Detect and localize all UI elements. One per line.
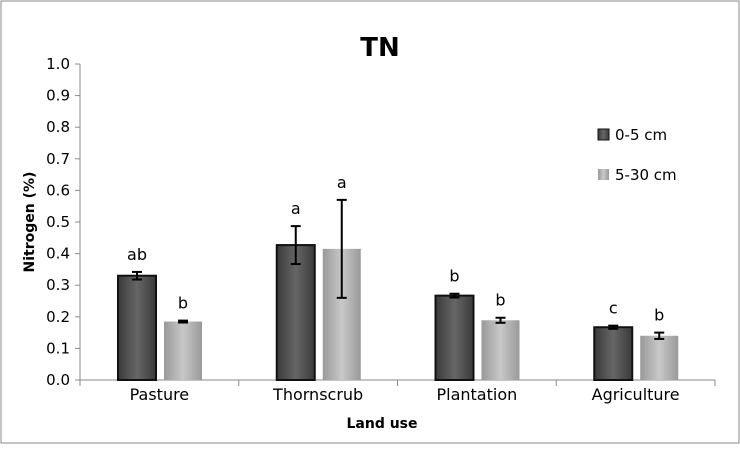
legend-label: 0-5 cm [615,126,667,144]
chart-title: TN [360,33,400,63]
y-tick-label: 1.0 [46,55,70,73]
bar [593,326,634,381]
significance-letter: b [654,306,664,325]
bar [640,335,679,380]
legend-swatch [598,169,609,180]
y-tick-label: 0.9 [46,87,70,105]
y-axis-label: Nitrogen (%) [22,172,38,273]
y-tick-label: 0.6 [46,181,70,199]
x-tick-label: Agriculture [592,385,680,404]
bar [481,320,520,380]
y-tick-label: 0.2 [46,308,70,326]
significance-letter: b [495,291,505,310]
bar [164,321,202,380]
significance-letter: b [178,294,188,313]
significance-letter: b [449,267,459,286]
bar [434,294,475,381]
y-tick-label: 0.0 [46,371,70,389]
x-axis-label: Land use [346,416,417,432]
legend-label: 5-30 cm [615,166,677,184]
significance-letter: a [337,173,347,192]
legend-swatch [597,128,610,141]
bar [275,244,316,381]
bar [117,274,157,381]
y-tick-label: 0.8 [46,118,70,136]
significance-letter: ab [127,245,147,264]
y-tick-label: 0.4 [46,245,70,263]
y-tick-label: 0.7 [46,150,70,168]
x-tick-label: Plantation [436,385,517,404]
y-tick-label: 0.1 [46,339,70,357]
significance-letter: c [609,299,618,318]
x-tick-label: Thornscrub [272,385,363,404]
y-tick-label: 0.5 [46,213,70,231]
x-tick-label: Pasture [130,385,190,404]
y-tick-label: 0.3 [46,276,70,294]
significance-letter: a [291,199,301,218]
